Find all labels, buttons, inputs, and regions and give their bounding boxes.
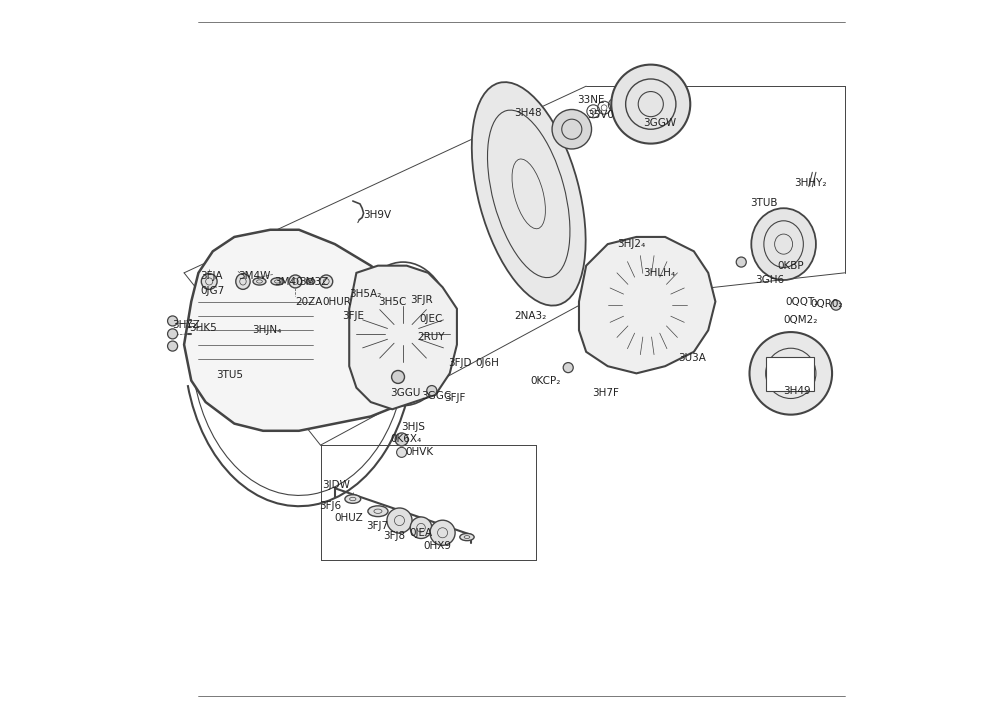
Text: 2NA3₂: 2NA3₂ — [514, 311, 547, 321]
Text: 3FJD: 3FJD — [448, 358, 472, 368]
Text: 3H5C: 3H5C — [378, 297, 406, 307]
Text: 0KBP: 0KBP — [778, 261, 804, 271]
Text: 3GGC: 3GGC — [421, 391, 451, 401]
Text: 3M4W: 3M4W — [238, 271, 270, 281]
Ellipse shape — [750, 332, 832, 415]
Text: 0JEA: 0JEA — [410, 528, 433, 538]
Ellipse shape — [395, 433, 408, 446]
Text: 3H48: 3H48 — [514, 108, 542, 118]
Ellipse shape — [168, 341, 178, 351]
Ellipse shape — [201, 274, 217, 289]
Ellipse shape — [430, 520, 455, 546]
Text: 3HHY₂: 3HHY₂ — [794, 178, 827, 188]
Ellipse shape — [552, 109, 592, 149]
Text: 3FJ8: 3FJ8 — [383, 531, 405, 541]
Ellipse shape — [320, 275, 333, 288]
Text: 3H7F: 3H7F — [592, 388, 619, 398]
Polygon shape — [579, 237, 715, 373]
Text: 3FJR: 3FJR — [410, 295, 433, 305]
Text: 0K6X₄: 0K6X₄ — [391, 434, 422, 444]
Text: 0HUZ: 0HUZ — [335, 513, 364, 523]
Polygon shape — [184, 230, 443, 431]
Text: 0HVK: 0HVK — [405, 447, 433, 457]
Text: 0HUR: 0HUR — [322, 297, 351, 307]
Text: 20ZA: 20ZA — [295, 297, 323, 307]
Ellipse shape — [392, 370, 405, 383]
Text: 3TU5: 3TU5 — [216, 370, 243, 380]
Text: 3GH6: 3GH6 — [755, 275, 784, 285]
Ellipse shape — [289, 275, 302, 288]
Polygon shape — [349, 266, 457, 409]
Ellipse shape — [751, 208, 816, 280]
Text: 0QQT₂: 0QQT₂ — [785, 297, 818, 307]
Text: 3HLH₄: 3HLH₄ — [644, 268, 676, 278]
Text: 3JDW: 3JDW — [322, 480, 350, 490]
Text: 3FJ6: 3FJ6 — [319, 501, 341, 511]
Text: 3HJ2₄: 3HJ2₄ — [617, 239, 645, 249]
Text: 0JEC: 0JEC — [420, 314, 443, 324]
Ellipse shape — [345, 495, 361, 503]
Ellipse shape — [736, 257, 746, 267]
Text: 3U3A: 3U3A — [678, 353, 706, 363]
Ellipse shape — [387, 508, 412, 533]
Text: 3HK5: 3HK5 — [189, 323, 217, 333]
Text: 0QR0₂: 0QR0₂ — [810, 299, 843, 309]
Text: 0JG7: 0JG7 — [200, 286, 224, 296]
Ellipse shape — [168, 316, 178, 326]
Text: 3M3Z: 3M3Z — [299, 277, 328, 287]
Ellipse shape — [472, 82, 586, 306]
Ellipse shape — [410, 517, 432, 538]
Text: 0HX9: 0HX9 — [423, 541, 451, 551]
Ellipse shape — [397, 447, 407, 457]
Ellipse shape — [611, 65, 690, 144]
Text: 3FJF: 3FJF — [444, 393, 465, 404]
Ellipse shape — [368, 505, 388, 517]
Bar — [766, 357, 814, 391]
Text: 2RUY: 2RUY — [417, 332, 445, 342]
Text: 33NE: 33NE — [577, 95, 604, 105]
Text: 3H9V: 3H9V — [364, 210, 392, 220]
Text: 3GGU: 3GGU — [390, 388, 421, 398]
Text: 3HYZ: 3HYZ — [172, 320, 200, 330]
Text: 3FJ7: 3FJ7 — [366, 521, 388, 531]
Text: 0QM2₂: 0QM2₂ — [784, 314, 818, 325]
Ellipse shape — [253, 278, 266, 285]
Text: 3FJE: 3FJE — [342, 311, 364, 321]
Ellipse shape — [306, 279, 315, 284]
Text: 3H49: 3H49 — [784, 386, 811, 396]
Text: 3HJS: 3HJS — [401, 422, 425, 432]
Ellipse shape — [271, 278, 284, 285]
Text: 3GGW: 3GGW — [644, 118, 677, 129]
Text: 3TUB: 3TUB — [750, 198, 777, 208]
Ellipse shape — [236, 274, 250, 289]
Text: 3HJN₄: 3HJN₄ — [252, 325, 282, 335]
Text: 3M40: 3M40 — [274, 277, 302, 287]
Ellipse shape — [168, 329, 178, 339]
Text: 0J6H: 0J6H — [476, 358, 499, 368]
Ellipse shape — [427, 386, 437, 396]
Text: 35V0: 35V0 — [588, 110, 614, 120]
Text: 3FJA: 3FJA — [200, 271, 222, 281]
Ellipse shape — [563, 363, 573, 373]
Ellipse shape — [831, 300, 841, 310]
Ellipse shape — [460, 533, 474, 541]
Text: 0KCP₂: 0KCP₂ — [531, 376, 561, 386]
Text: 3H5A₂: 3H5A₂ — [349, 289, 381, 299]
